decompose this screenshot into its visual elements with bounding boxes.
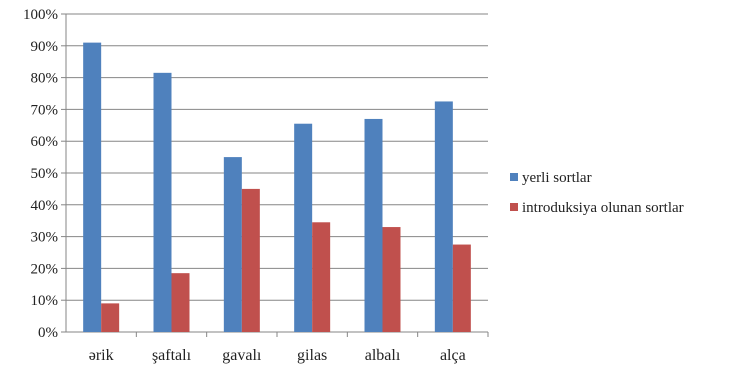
bars xyxy=(83,42,471,333)
legend-label: introduksiya olunan sortlar xyxy=(522,200,684,216)
y-tick-label: 40% xyxy=(31,198,59,214)
x-axis-tick-labels: ərik şaftalı gavalı gilas albalı alça xyxy=(89,347,466,364)
bar-introduksiya xyxy=(452,244,471,332)
bar-yerli xyxy=(294,123,313,333)
legend-label: yerli sortlar xyxy=(522,170,592,186)
bar-yerli xyxy=(153,72,172,332)
bar-introduksiya xyxy=(101,303,120,332)
bar-yerli xyxy=(434,101,453,332)
y-tick-label: 100% xyxy=(23,7,58,23)
y-tick-label: 0% xyxy=(38,325,58,341)
gridlines xyxy=(66,13,488,301)
legend: yerli sortlar introduksiya olunan sortlar xyxy=(510,170,684,216)
axes xyxy=(61,13,489,337)
y-tick-label: 60% xyxy=(31,134,59,150)
x-tick-label: alça xyxy=(440,347,466,364)
x-tick-label: gilas xyxy=(297,347,327,364)
bar-yerli xyxy=(83,42,102,333)
y-axis-tick-labels: 0% 10% 20% 30% 40% 50% 60% 70% 80% 90% 100% xyxy=(23,7,58,341)
legend-swatch xyxy=(510,203,518,211)
x-tick-label: gavalı xyxy=(222,347,262,364)
legend-swatch xyxy=(510,173,518,181)
x-tick-label: ərik xyxy=(89,347,114,364)
y-tick-label: 30% xyxy=(31,230,59,246)
bar-introduksiya xyxy=(382,227,401,332)
y-tick-label: 10% xyxy=(31,293,59,309)
bar-introduksiya xyxy=(241,188,260,332)
y-tick-label: 90% xyxy=(31,39,59,55)
bar-yerli xyxy=(364,118,383,332)
bar-yerli xyxy=(223,157,242,332)
bar-introduksiya xyxy=(312,222,331,332)
y-tick-label: 20% xyxy=(31,261,59,277)
y-tick-label: 80% xyxy=(31,71,59,87)
bar-introduksiya xyxy=(171,273,190,332)
x-tick-label: albalı xyxy=(365,347,401,364)
x-tick-label: şaftalı xyxy=(152,347,192,364)
y-tick-label: 70% xyxy=(31,102,59,118)
y-tick-label: 50% xyxy=(31,166,59,182)
